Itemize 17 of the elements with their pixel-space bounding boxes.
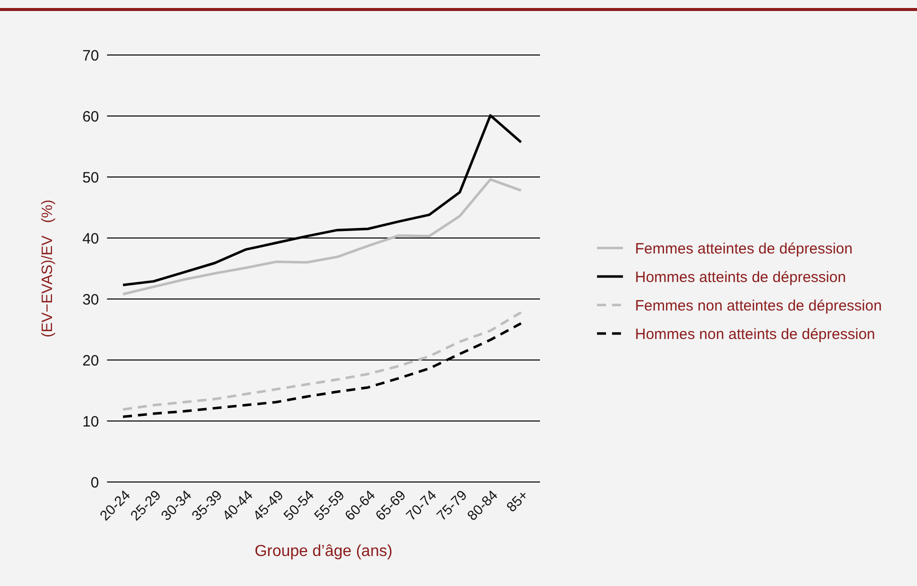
- y-tick-label: 40: [82, 230, 99, 248]
- line-series: [122, 178, 522, 296]
- y-tick-label: 60: [82, 108, 99, 126]
- y-axis-title: (EV−EVAS)/EV (%): [39, 200, 56, 338]
- line-series: [122, 311, 522, 411]
- legend-label: Femmes atteintes de dépression: [635, 240, 853, 258]
- y-tick-label: 10: [82, 413, 99, 430]
- legend-label: Femmes non atteintes de dépression: [635, 297, 882, 314]
- x-tick-label: 85+: [503, 486, 532, 515]
- y-tick-label: 20: [82, 352, 99, 370]
- legend-label: Hommes atteints de dépression: [635, 268, 846, 286]
- y-tick-label: 0: [90, 474, 99, 492]
- x-axis-title: Groupe d’âge (ans): [254, 543, 392, 560]
- legend-label: Hommes non atteints de dépression: [635, 326, 876, 343]
- y-tick-label: 50: [82, 169, 99, 186]
- y-tick-label: 70: [82, 47, 99, 64]
- y-tick-label: 30: [82, 291, 99, 308]
